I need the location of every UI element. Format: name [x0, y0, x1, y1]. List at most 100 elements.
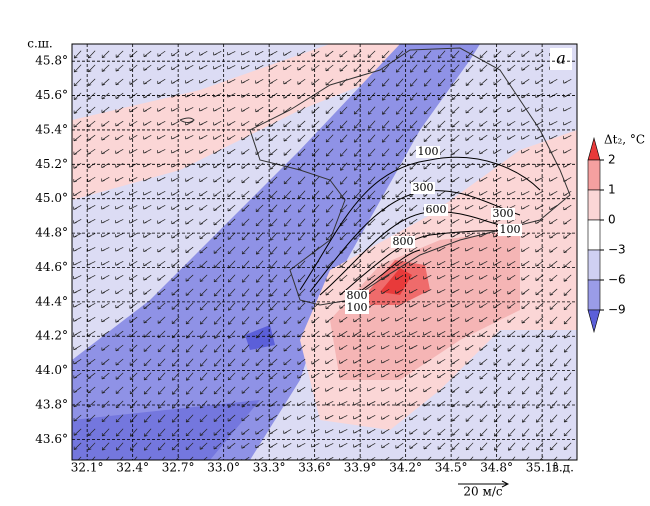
- wind-arrow: [339, 330, 348, 337]
- wind-arrow: [437, 106, 446, 115]
- contour-label: 800: [393, 235, 414, 248]
- wind-arrow: [367, 260, 376, 267]
- wind-arrow: [269, 428, 278, 435]
- wind-arrow: [157, 358, 166, 367]
- wind-arrow: [451, 289, 460, 294]
- wind-arrow: [381, 64, 390, 73]
- wind-arrow: [479, 64, 488, 72]
- wind-arrow: [451, 106, 460, 114]
- contour-label: 100: [500, 223, 521, 236]
- wind-arrow: [367, 331, 376, 336]
- wind-arrow: [452, 50, 460, 59]
- wind-arrow: [382, 120, 390, 129]
- wind-arrow: [441, 456, 446, 460]
- wind-arrow: [507, 134, 516, 140]
- wind-arrow: [115, 414, 124, 423]
- wind-arrow: [339, 387, 348, 392]
- contour-label-box: [416, 146, 440, 158]
- wind-arrow: [157, 149, 166, 154]
- wind-arrow: [381, 260, 390, 267]
- wind-arrow: [87, 64, 96, 73]
- wind-arrow: [73, 148, 82, 155]
- wind-arrow: [564, 344, 572, 353]
- wind-arrow: [241, 344, 250, 353]
- wind-arrow: [87, 190, 96, 196]
- wind-arrow: [255, 400, 264, 408]
- wind-arrow: [241, 79, 250, 84]
- wind-arrow: [227, 232, 236, 240]
- wind-arrow: [549, 302, 558, 310]
- wind-arrow: [539, 456, 544, 460]
- wind-arrow: [115, 78, 124, 86]
- wind-arrow: [549, 344, 558, 353]
- wind-arrow: [269, 316, 278, 325]
- wind-arrow: [213, 372, 222, 381]
- wind-arrow: [507, 50, 516, 58]
- wind-arrow: [521, 274, 530, 281]
- wind-arrow: [479, 233, 488, 238]
- wind-arrow: [284, 246, 292, 255]
- wind-arrow: [185, 121, 194, 126]
- wind-arrow: [115, 148, 124, 154]
- wind-arrow: [451, 386, 460, 393]
- wind-arrow: [213, 176, 222, 183]
- wind-arrow: [157, 246, 166, 253]
- wind-arrow: [311, 372, 320, 379]
- wind-arrow: [213, 414, 222, 422]
- wind-arrow: [214, 344, 222, 353]
- wind-arrow: [493, 163, 502, 168]
- wind-arrow: [269, 204, 278, 213]
- wind-arrow: [227, 442, 236, 450]
- wind-arrow: [325, 316, 334, 323]
- x-tick-label: 33.3°: [253, 461, 286, 475]
- wind-arrow: [521, 106, 530, 112]
- wind-arrow: [437, 303, 446, 308]
- wind-arrow: [228, 330, 236, 339]
- wind-arrow: [326, 190, 334, 199]
- negative-zone: [72, 44, 480, 460]
- wind-arrow: [73, 219, 82, 224]
- wind-arrow: [493, 134, 502, 141]
- wind-arrow: [339, 50, 348, 58]
- wind-arrow: [199, 135, 208, 140]
- wind-arrow: [479, 191, 488, 196]
- wind-arrow: [479, 428, 488, 437]
- wind-arrow: [549, 428, 558, 437]
- wind-arrow: [563, 316, 572, 325]
- wind-arrow: [87, 414, 96, 422]
- wind-arrow: [563, 442, 572, 451]
- wind-arrow: [297, 50, 306, 57]
- wind-arrow: [87, 176, 96, 183]
- wind-arrow: [143, 219, 152, 224]
- wind-arrow: [199, 218, 208, 225]
- wind-arrow: [101, 261, 110, 266]
- wind-arrow: [382, 134, 390, 143]
- wind-arrow: [213, 107, 222, 112]
- wind-arrow: [87, 289, 96, 294]
- wind-arrow: [283, 400, 292, 407]
- wind-arrow: [493, 386, 502, 395]
- wind-arrow: [73, 64, 82, 73]
- wind-arrow: [564, 372, 572, 381]
- wind-arrow: [283, 443, 292, 448]
- wind-arrow: [283, 190, 292, 199]
- wind-arrow: [521, 135, 530, 140]
- colorbar-band: [587, 159, 601, 191]
- wind-arrow: [241, 218, 250, 227]
- wind-arrow: [269, 190, 278, 199]
- wind-arrow: [437, 92, 446, 101]
- wind-arrow: [241, 414, 250, 422]
- wind-arrow: [143, 288, 152, 295]
- wind-arrow: [395, 303, 404, 308]
- wind-arrow: [143, 316, 152, 324]
- wind-arrow: [382, 92, 390, 101]
- wind-arrow: [326, 204, 334, 213]
- wind-arrow: [522, 400, 530, 409]
- wind-arrow: [227, 79, 236, 84]
- scale-arrow: [458, 480, 510, 488]
- wind-arrow: [381, 190, 390, 198]
- wind-arrow: [340, 148, 348, 157]
- wind-arrow: [255, 414, 264, 421]
- colorbar-tick-label: −6: [608, 273, 626, 287]
- wind-arrow: [101, 428, 110, 437]
